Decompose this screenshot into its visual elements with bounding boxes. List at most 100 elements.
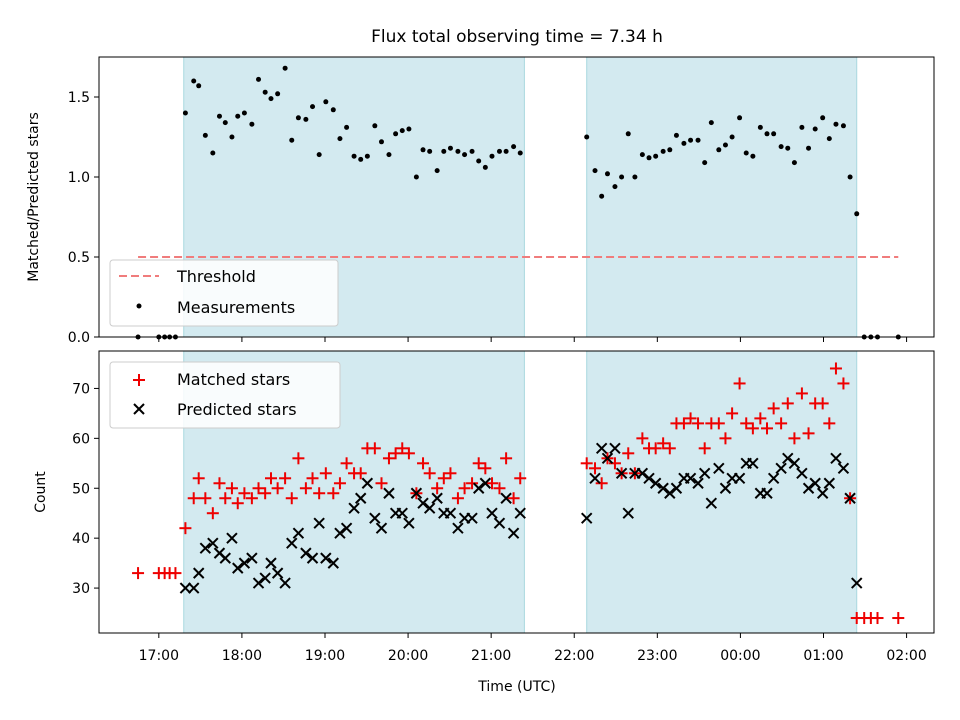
predicted-stars-point [698, 467, 711, 479]
predicted-stars-point [809, 477, 821, 489]
measurements-point [826, 136, 832, 142]
measurements-point [833, 121, 839, 127]
predicted-stars-point [238, 557, 251, 569]
matched-stars-point [580, 457, 593, 470]
matched-stars-point [299, 482, 312, 495]
predicted-stars-point [417, 497, 429, 509]
x-tick-label: 01:00 [803, 648, 843, 664]
matched-stars-point [622, 447, 635, 460]
predicted-stars-point [259, 572, 271, 584]
predicted-stars-point [207, 537, 219, 549]
matched-stars-point [740, 417, 753, 430]
measurements-point [316, 152, 322, 158]
measurements-point [235, 113, 241, 119]
matched-stars-point [795, 387, 808, 400]
measurements-point [476, 158, 482, 164]
predicted-stars-point [300, 547, 312, 559]
matched-stars-point [245, 492, 258, 505]
predicted-stars-point [493, 517, 506, 529]
predicted-stars-point [609, 442, 621, 455]
matched-stars-point [479, 462, 492, 475]
measurements-point [420, 147, 426, 153]
matched-stars-point [402, 447, 415, 460]
measurements-point [660, 148, 666, 154]
x-tick-label: 21:00 [471, 648, 511, 664]
measurements-point [413, 174, 419, 180]
matched-stars-point [698, 442, 711, 455]
predicted-stars-point [500, 492, 512, 504]
measurements-legend-label: Measurements [177, 298, 295, 317]
matched-stars-point [746, 422, 759, 435]
matched-stars-point [754, 412, 767, 425]
matched-stars-point [458, 482, 471, 495]
measurements-point [256, 76, 262, 82]
predicted-stars-point [431, 492, 443, 504]
predicted-stars-point [179, 582, 192, 594]
matched-stars-point [199, 492, 212, 505]
predicted-stars-point [636, 467, 649, 479]
matched-stars-point [389, 447, 402, 460]
observing-window-band [586, 56, 858, 338]
measurements-point [599, 193, 605, 199]
matched-stars-point [466, 477, 479, 490]
predicted-stars-point [486, 507, 498, 519]
count-legend: Matched stars Predicted stars [109, 361, 341, 429]
measurements-point [688, 137, 694, 143]
predicted-stars-point [265, 557, 277, 569]
y-tick-label: 30 [72, 581, 90, 597]
measurements-point [216, 113, 222, 119]
matched-stars-point [608, 457, 621, 470]
measurements-point [764, 131, 770, 137]
matched-stars-point [589, 462, 602, 475]
measurements-point [673, 132, 679, 138]
matched-stars-point [595, 477, 608, 490]
x-tick-label: 18:00 [222, 648, 262, 664]
matched-stars-point [649, 442, 662, 455]
measurements-point [182, 110, 188, 116]
predicted-stars-point [396, 507, 408, 519]
predicted-stars-point [361, 477, 374, 489]
matched-stars-point [892, 612, 905, 625]
measurements-point [729, 134, 735, 140]
matched-stars-point [423, 467, 436, 480]
matched-stars-point [225, 482, 238, 495]
measurements-point [310, 104, 316, 110]
predicted-stars-point [782, 452, 794, 465]
matched-stars-point [252, 482, 265, 495]
predicted-stars-point [664, 487, 676, 499]
predicted-stars-point [514, 507, 526, 519]
measurements-point [222, 120, 228, 126]
matched-stars-point [271, 482, 284, 495]
predicted-stars-point [733, 472, 746, 484]
measurements-point [191, 78, 197, 84]
y-tick-label: 0.0 [68, 330, 90, 346]
predicted-legend-swatch [133, 403, 145, 415]
matched-stars-point [451, 492, 464, 505]
matched-stars-point [692, 417, 705, 430]
ratio-legend-box [109, 259, 339, 327]
y-tick-label: 1.0 [68, 170, 90, 186]
measurements-point [604, 171, 610, 177]
measurements-point [503, 148, 509, 154]
matched-stars-point [871, 612, 884, 625]
matched-stars-point [712, 417, 725, 430]
measurements-point [462, 152, 468, 158]
predicted-stars-point [466, 512, 478, 524]
matched-stars-point [493, 482, 506, 495]
measurements-point [427, 148, 433, 154]
predicted-legend-label: Predicted stars [177, 400, 297, 419]
matched-stars-point [500, 452, 513, 465]
predicted-stars-point [348, 502, 360, 514]
predicted-stars-point [219, 552, 231, 564]
measurements-point [584, 134, 590, 140]
matched-stars-point [444, 467, 457, 480]
matched-stars-point [417, 457, 430, 470]
matched-stars-point [719, 432, 732, 445]
matched-stars-point [837, 377, 850, 390]
predicted-stars-point [684, 472, 697, 484]
measurements-point [434, 168, 440, 174]
measurements-point [358, 156, 364, 162]
ratio-legend: Threshold Measurements [109, 259, 339, 327]
measurements-point [295, 115, 301, 121]
matched-stars-point [368, 442, 381, 455]
